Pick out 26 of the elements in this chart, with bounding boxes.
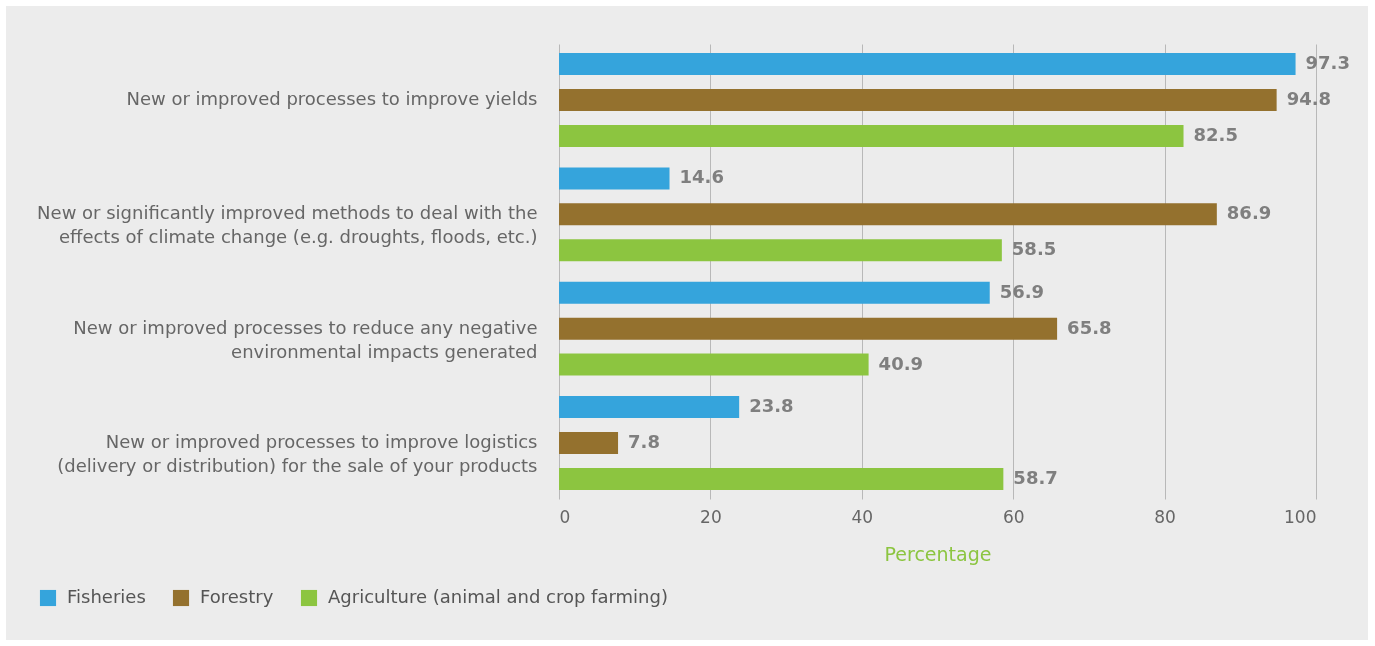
y-tick-label: New or significantly improved methods to deal with the effects of climate change (e.g. droughts, floods, etc.) xyxy=(37,202,538,248)
x-tick-label: 100 xyxy=(1284,506,1317,527)
data-label: 14.6 xyxy=(679,166,724,188)
data-label: 23.8 xyxy=(749,395,794,417)
legend-label: Agriculture (animal and crop farming) xyxy=(328,586,668,607)
data-label: 58.5 xyxy=(1011,238,1057,260)
data-label: 58.7 xyxy=(1013,466,1058,488)
x-tick-label: 20 xyxy=(700,506,722,527)
data-label: 94.8 xyxy=(1286,88,1332,110)
data-label: 65.8 xyxy=(1067,316,1112,338)
legend-label: Fisheries xyxy=(67,586,146,607)
x-tick-label: 40 xyxy=(851,506,874,527)
x-tick-label: 0 xyxy=(559,506,571,527)
data-label: 97.3 xyxy=(1305,52,1350,74)
data-label: 56.9 xyxy=(999,280,1045,302)
x-axis-title: Percentage xyxy=(884,542,992,565)
data-label: 82.5 xyxy=(1193,123,1238,145)
y-tick-label: New or improved processes to improve logistics (delivery or distribution) for the sale of your products xyxy=(57,430,538,476)
data-label: 86.9 xyxy=(1226,202,1272,224)
data-label: 40.9 xyxy=(878,352,924,374)
x-tick-label: 80 xyxy=(1154,506,1176,527)
y-tick-label: New or improved processes to reduce any negative environmental impacts generated xyxy=(73,316,538,362)
x-tick-label: 60 xyxy=(1002,506,1025,527)
legend-label: Forestry xyxy=(200,586,274,607)
y-tick-label: New or improved processes to improve yields xyxy=(126,88,538,110)
data-label: 7.8 xyxy=(628,430,660,452)
